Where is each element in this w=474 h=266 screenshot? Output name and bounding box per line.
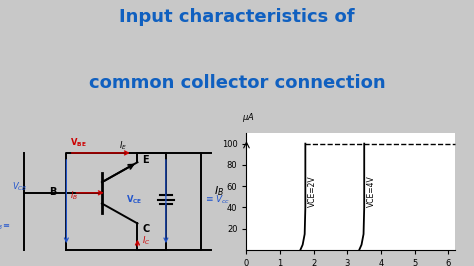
Text: $I_E$: $I_E$ [119,140,128,152]
Text: $I_B$: $I_B$ [70,189,78,202]
Text: $V_{CB}$: $V_{CB}$ [12,180,27,193]
Text: $\mathbf{V_{CE}}$: $\mathbf{V_{CE}}$ [126,193,142,206]
Text: B: B [49,186,57,197]
Text: $\mu A$: $\mu A$ [242,111,255,124]
Text: VCE=2V: VCE=2V [308,176,317,207]
Text: VCE=4V: VCE=4V [367,176,376,207]
Text: C: C [142,224,149,234]
Text: common collector connection: common collector connection [89,74,385,93]
Text: $\equiv V_{cc}$: $\equiv V_{cc}$ [204,193,230,206]
Y-axis label: $I_B$: $I_B$ [214,185,224,198]
Text: Input characteristics of: Input characteristics of [119,8,355,26]
Text: $V_{BB}\!\equiv$: $V_{BB}\!\equiv$ [0,220,10,232]
Text: $I_C$: $I_C$ [142,234,151,247]
Text: E: E [142,155,149,165]
Text: $\mathbf{V_{BE}}$: $\mathbf{V_{BE}}$ [70,136,86,149]
